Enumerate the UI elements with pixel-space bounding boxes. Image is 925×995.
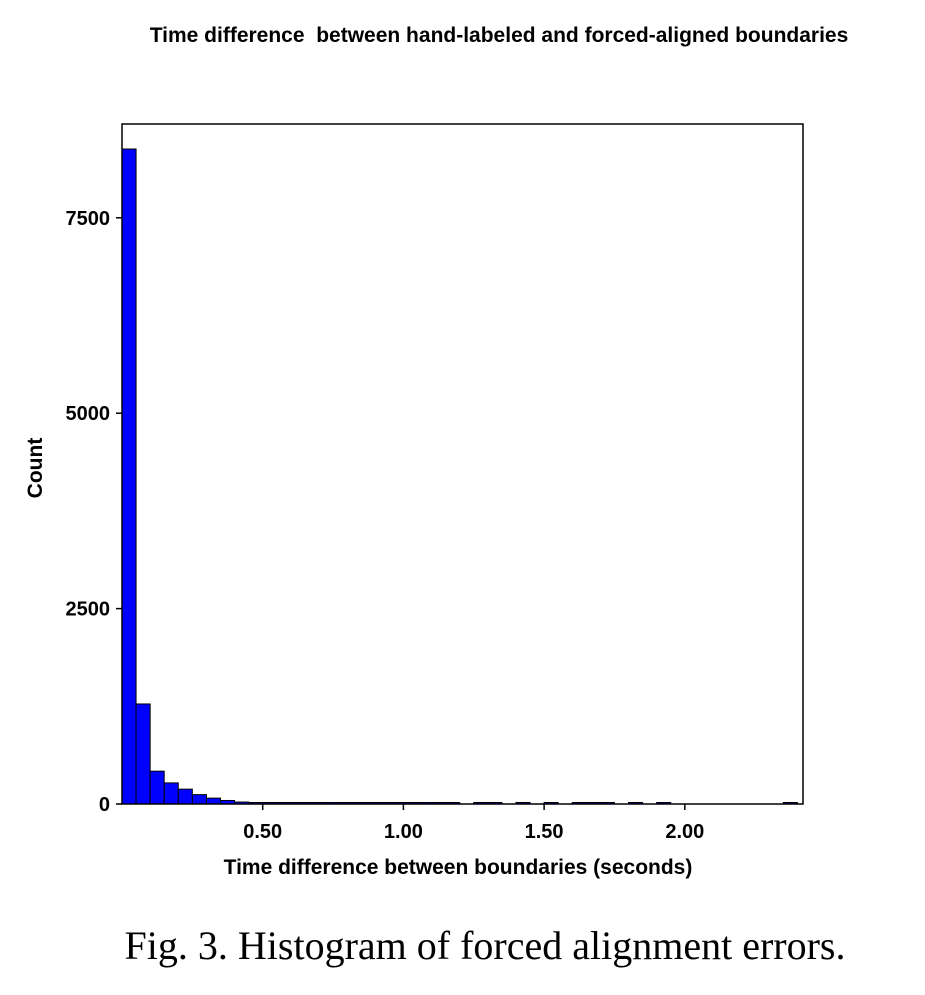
x-tick-label: 2.00 [665,821,704,843]
histogram-bar [149,770,165,805]
histogram-bar [191,794,207,805]
histogram-bar [177,788,193,805]
x-tick-label: 1.00 [384,821,423,843]
histogram-bar [121,148,137,805]
histogram-bars [121,148,798,805]
y-tick-label: 2500 [66,599,111,621]
plot-frame [121,123,804,805]
y-axis-label: Count [24,438,47,499]
histogram-bar [135,703,151,805]
x-axis-ticks: 0.50 1.00 1.50 2.00 [243,804,704,843]
histogram-chart: 0.50 1.00 1.50 2.00 0 2500 5000 7500 Time diff… [24,123,804,879]
x-tick-label: 1.50 [525,821,564,843]
figure-caption: Fig. 3. Histogram of forced alignment er… [124,923,846,968]
y-tick-label: 7500 [66,208,111,230]
histogram-bar [163,782,179,805]
x-axis-label: Time difference between boundaries (seco… [224,856,693,879]
x-tick-label: 0.50 [243,821,282,843]
y-tick-label: 5000 [66,403,111,425]
y-tick-label: 0 [99,794,110,816]
y-axis-ticks: 0 2500 5000 7500 [66,208,122,816]
chart-title: Time difference between hand-labeled and… [149,24,849,47]
histogram-bar [205,797,221,805]
